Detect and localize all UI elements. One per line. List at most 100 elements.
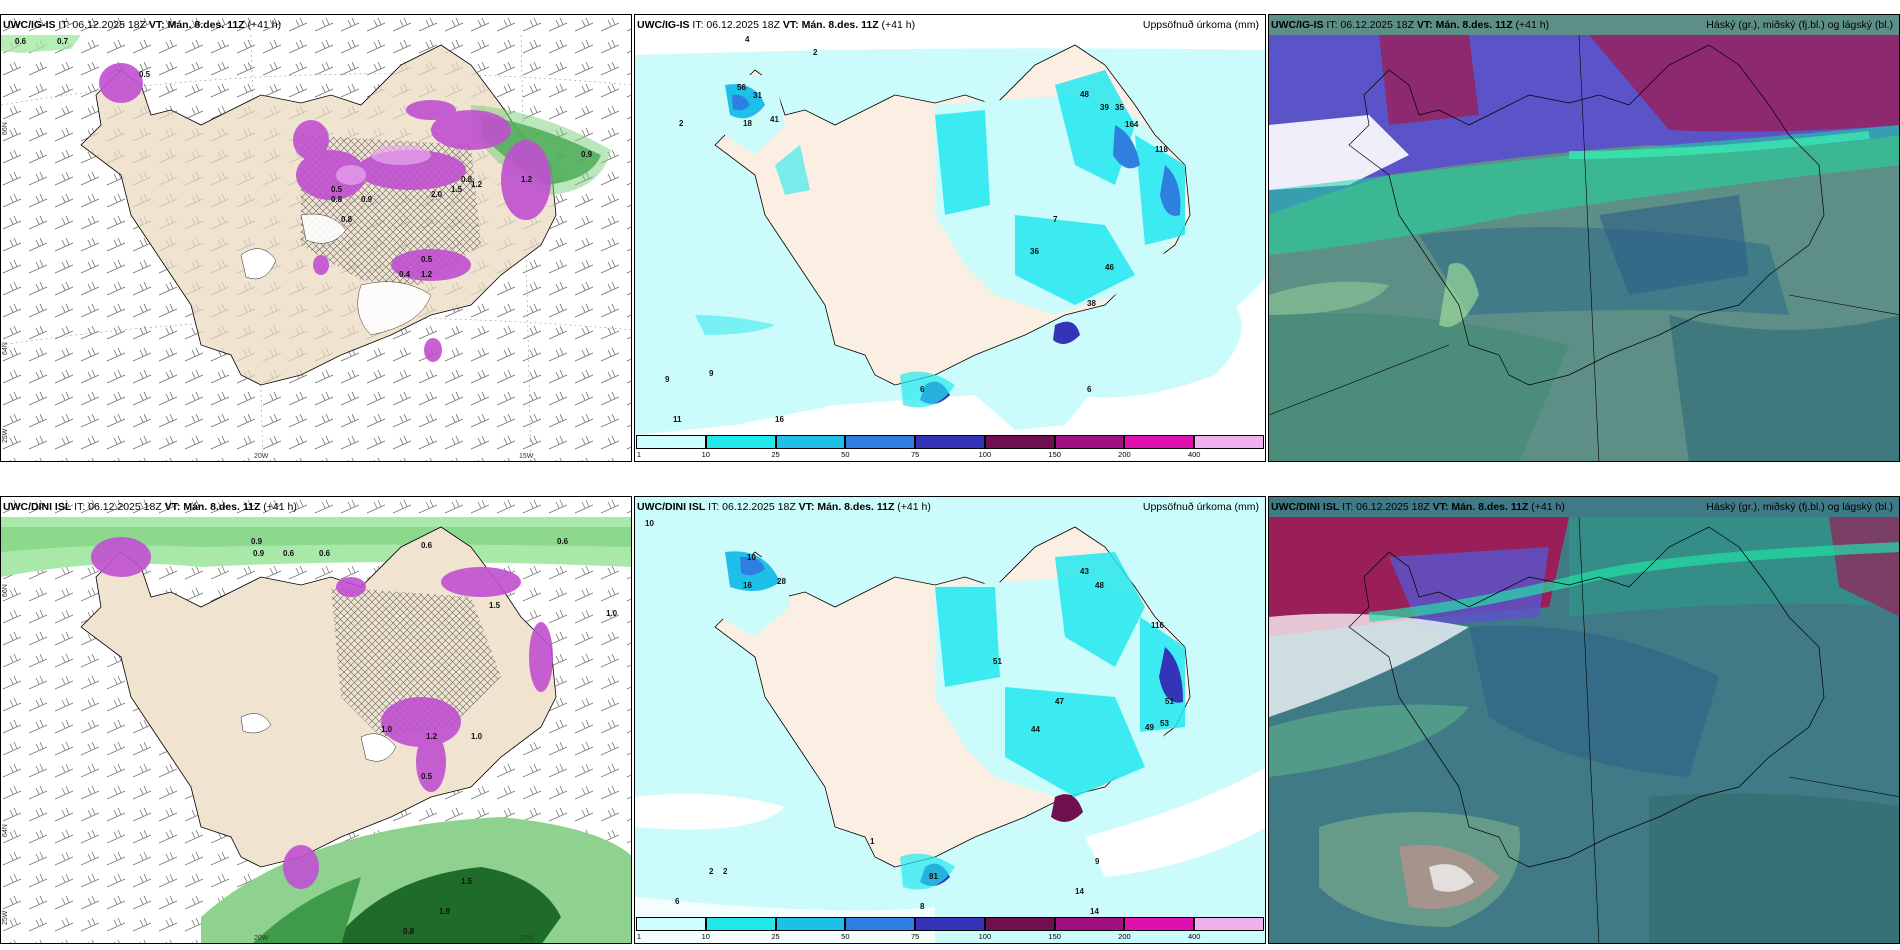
precip-label: 56 [737, 83, 746, 92]
panel-precip-bottom: UWC/DINI ISL IT: 06.12.2025 18Z VT: Mán.… [634, 496, 1266, 944]
colorbar: 1 10 25 50 75 100 150 200 400 [636, 917, 1264, 941]
colorbar-segment [845, 917, 916, 931]
wind-label: 0.8 [461, 175, 473, 184]
precip-label: 46 [1105, 263, 1114, 272]
precip-label: 28 [777, 577, 786, 586]
lat-label-66: 66N [2, 584, 9, 597]
panel-header: UWC/DINI ISL IT: 06.12.2025 18Z VT: Mán.… [637, 501, 1259, 513]
precip-label: 31 [753, 91, 762, 100]
colorbar-tick-label: 50 [841, 932, 850, 941]
wind-label: 0.9 [251, 537, 263, 546]
colorbar-segment [705, 917, 776, 931]
colorbar-segment [1194, 435, 1264, 449]
wind-label: 0.8 [341, 215, 353, 224]
lat-label-64: 64N [2, 342, 9, 355]
lat-label-64: 64N [2, 824, 9, 837]
cloud-map [1269, 497, 1899, 943]
colorbar-tick-label: 200 [1118, 450, 1131, 459]
wind-label: 0.5 [421, 255, 433, 264]
wind-label: 0.6 [319, 549, 331, 558]
panel-header: UWC/IG-IS IT: 06.12.2025 18Z VT: Mán. 8.… [1271, 19, 1893, 31]
precip-label: 1 [870, 837, 875, 846]
colorbar-tick-label: 50 [841, 450, 850, 459]
wind-label: 0.5 [139, 70, 151, 79]
wind-label: 1.2 [471, 180, 483, 189]
wind-map [1, 497, 631, 943]
wind-label: 1.2 [421, 270, 433, 279]
colorbar-segment [984, 435, 1055, 449]
wind-map [1, 15, 631, 461]
colorbar-tick-label: 150 [1048, 450, 1061, 459]
colorbar-segment [984, 917, 1055, 931]
colorbar-tick-label: 100 [978, 450, 992, 459]
precip-label: 8 [920, 902, 925, 911]
precip-label: 39 [1100, 103, 1109, 112]
colorbar-tick-label: 75 [910, 450, 920, 459]
colorbar-tick-label: 150 [1048, 932, 1061, 941]
precip-label: 51 [1165, 697, 1174, 706]
precip-label: 6 [675, 897, 680, 906]
wind-label: 0.6 [557, 537, 569, 546]
precip-label: 10 [747, 553, 756, 562]
colorbar-tick-label: 400 [1187, 932, 1201, 941]
panel-wind-bottom: UWC/DINI ISL IT: 06.12.2025 18Z VT: Mán.… [0, 496, 632, 944]
panel-header: UWC/IG-IS IT: 06.12.2025 18Z VT: Mán. 8.… [3, 19, 282, 31]
colorbar-tick-label: 1 [636, 450, 642, 459]
precip-label: 7 [1053, 215, 1058, 224]
precip-label: 51 [993, 657, 1002, 666]
precip-label: 2 [679, 119, 684, 128]
precip-label: 14 [1075, 887, 1084, 896]
colorbar-tick-label: 10 [701, 450, 710, 459]
precip-label: 14 [1090, 907, 1099, 916]
precip-label: 53 [1160, 719, 1169, 728]
wind-label: 1.0 [381, 725, 393, 734]
precip-label: 6 [1087, 385, 1092, 394]
precip-label: 9 [1095, 857, 1100, 866]
precip-map [635, 15, 1265, 461]
precip-label: 2 [723, 867, 728, 876]
lon-label-15: 15W [519, 935, 534, 942]
wind-label: 0.5 [421, 772, 433, 781]
precip-label: 2 [709, 867, 714, 876]
precip-label: 16 [775, 415, 784, 424]
wind-label: 0.6 [15, 37, 27, 46]
wind-label: 1.5 [451, 185, 463, 194]
wind-label: 1.0 [471, 732, 483, 741]
colorbar-segment [1124, 917, 1195, 931]
precip-label: 44 [1031, 725, 1040, 734]
colorbar-segment [845, 435, 916, 449]
wind-label: 2.0 [431, 190, 443, 199]
wind-label: 0.7 [57, 37, 69, 46]
wind-label: 0.5 [331, 185, 343, 194]
wind-label: 1.0 [606, 609, 618, 618]
precip-label: 43 [1080, 567, 1089, 576]
precip-label: 9 [665, 375, 670, 384]
wind-label: 1.2 [426, 732, 438, 741]
colorbar-segment [1124, 435, 1195, 449]
precip-label: 10 [645, 519, 654, 528]
wind-label: 1.9 [439, 907, 451, 916]
panel-cloud-top: UWC/IG-IS IT: 06.12.2025 18Z VT: Mán. 8.… [1268, 14, 1900, 462]
wind-label: 1.5 [489, 601, 501, 610]
precip-label: 41 [770, 115, 779, 124]
colorbar-tick-label: 25 [771, 932, 780, 941]
precip-label: 2 [813, 48, 818, 57]
wind-label: 0.9 [361, 195, 373, 204]
colorbar: 1 10 25 50 75 100 150 200 400 [636, 435, 1264, 459]
precip-label: 116 [1151, 621, 1164, 630]
colorbar-tick-label: 100 [978, 932, 992, 941]
colorbar-segment [636, 917, 706, 931]
colorbar-segment [915, 917, 985, 931]
colorbar-tick-label: 1 [636, 932, 642, 941]
wind-label: 0.8 [331, 195, 343, 204]
lon-label-20: 20W [254, 935, 269, 942]
lon-label-15: 15W [519, 453, 534, 460]
colorbar-segment [775, 435, 846, 449]
cloud-map [1269, 15, 1899, 461]
lon-label-25: 25W [2, 910, 9, 925]
precip-label: 9 [709, 369, 714, 378]
colorbar-segment [1054, 917, 1125, 931]
precip-label: 118 [1155, 145, 1168, 154]
panel-cloud-bottom: UWC/DINI ISL IT: 06.12.2025 18Z VT: Mán.… [1268, 496, 1900, 944]
lon-label-20: 20W [254, 453, 269, 460]
